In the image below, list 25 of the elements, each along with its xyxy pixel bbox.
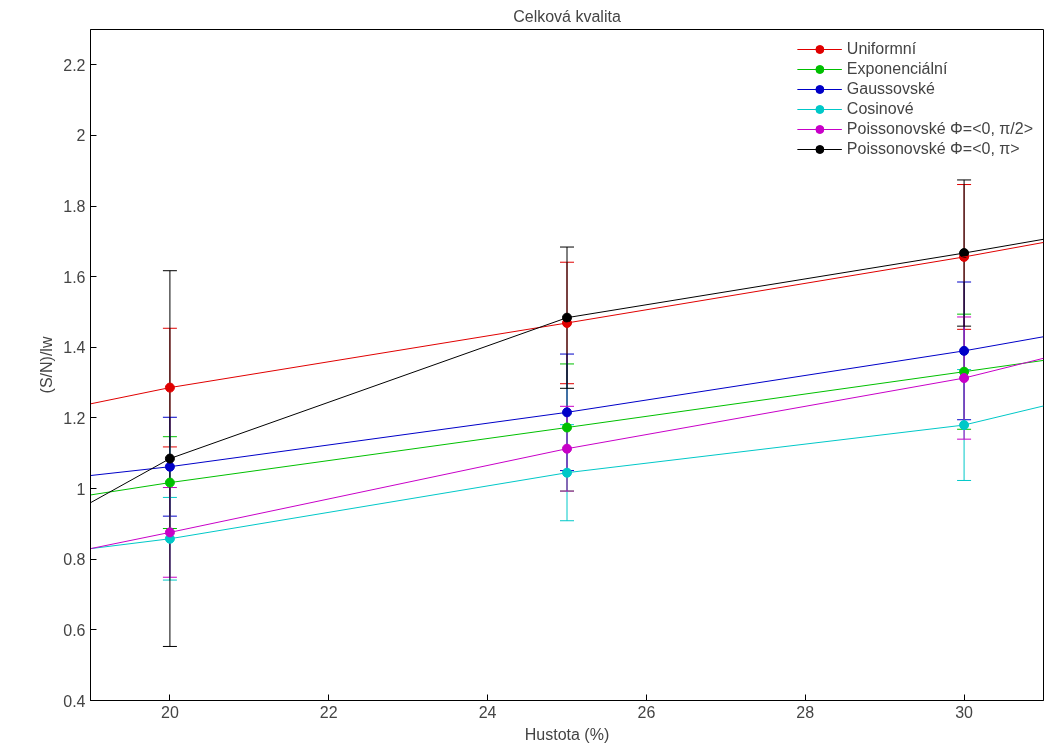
legend-label: Cosinové	[846, 100, 914, 118]
y-tick-label: 2	[76, 127, 86, 145]
legend-label: Poissonovské Φ=<0, π>	[846, 140, 1020, 158]
legend-label: Poissonovské Φ=<0, π/2>	[846, 120, 1033, 138]
y-tick-label: 1.4	[63, 339, 86, 357]
chart-title: Celková kvalita	[513, 7, 621, 25]
y-tick-label: 2.2	[63, 56, 86, 74]
y-tick-label: 0.6	[63, 621, 86, 639]
y-tick-label: 1.8	[63, 198, 86, 216]
x-tick-label: 28	[796, 703, 815, 721]
x-tick-label: 30	[955, 703, 974, 721]
x-tick-label: 24	[478, 703, 497, 721]
x-tick-label: 26	[637, 703, 656, 721]
legend-label: Exponenciální	[846, 60, 948, 78]
y-tick-label: 0.4	[63, 692, 86, 710]
x-tick-label: 22	[319, 703, 338, 721]
y-tick-label: 1.2	[63, 409, 86, 427]
y-tick-label: 0.8	[63, 551, 86, 569]
legend-label: Uniformní	[846, 40, 917, 58]
y-axis-title: (S/N)/lw	[38, 336, 56, 394]
y-tick-label: 1.6	[63, 268, 86, 286]
x-tick-label: 20	[161, 703, 179, 721]
y-tick-label: 1	[76, 480, 86, 498]
x-axis-title: Hustota (%)	[524, 725, 610, 743]
legend-label: Gaussovské	[846, 80, 935, 98]
